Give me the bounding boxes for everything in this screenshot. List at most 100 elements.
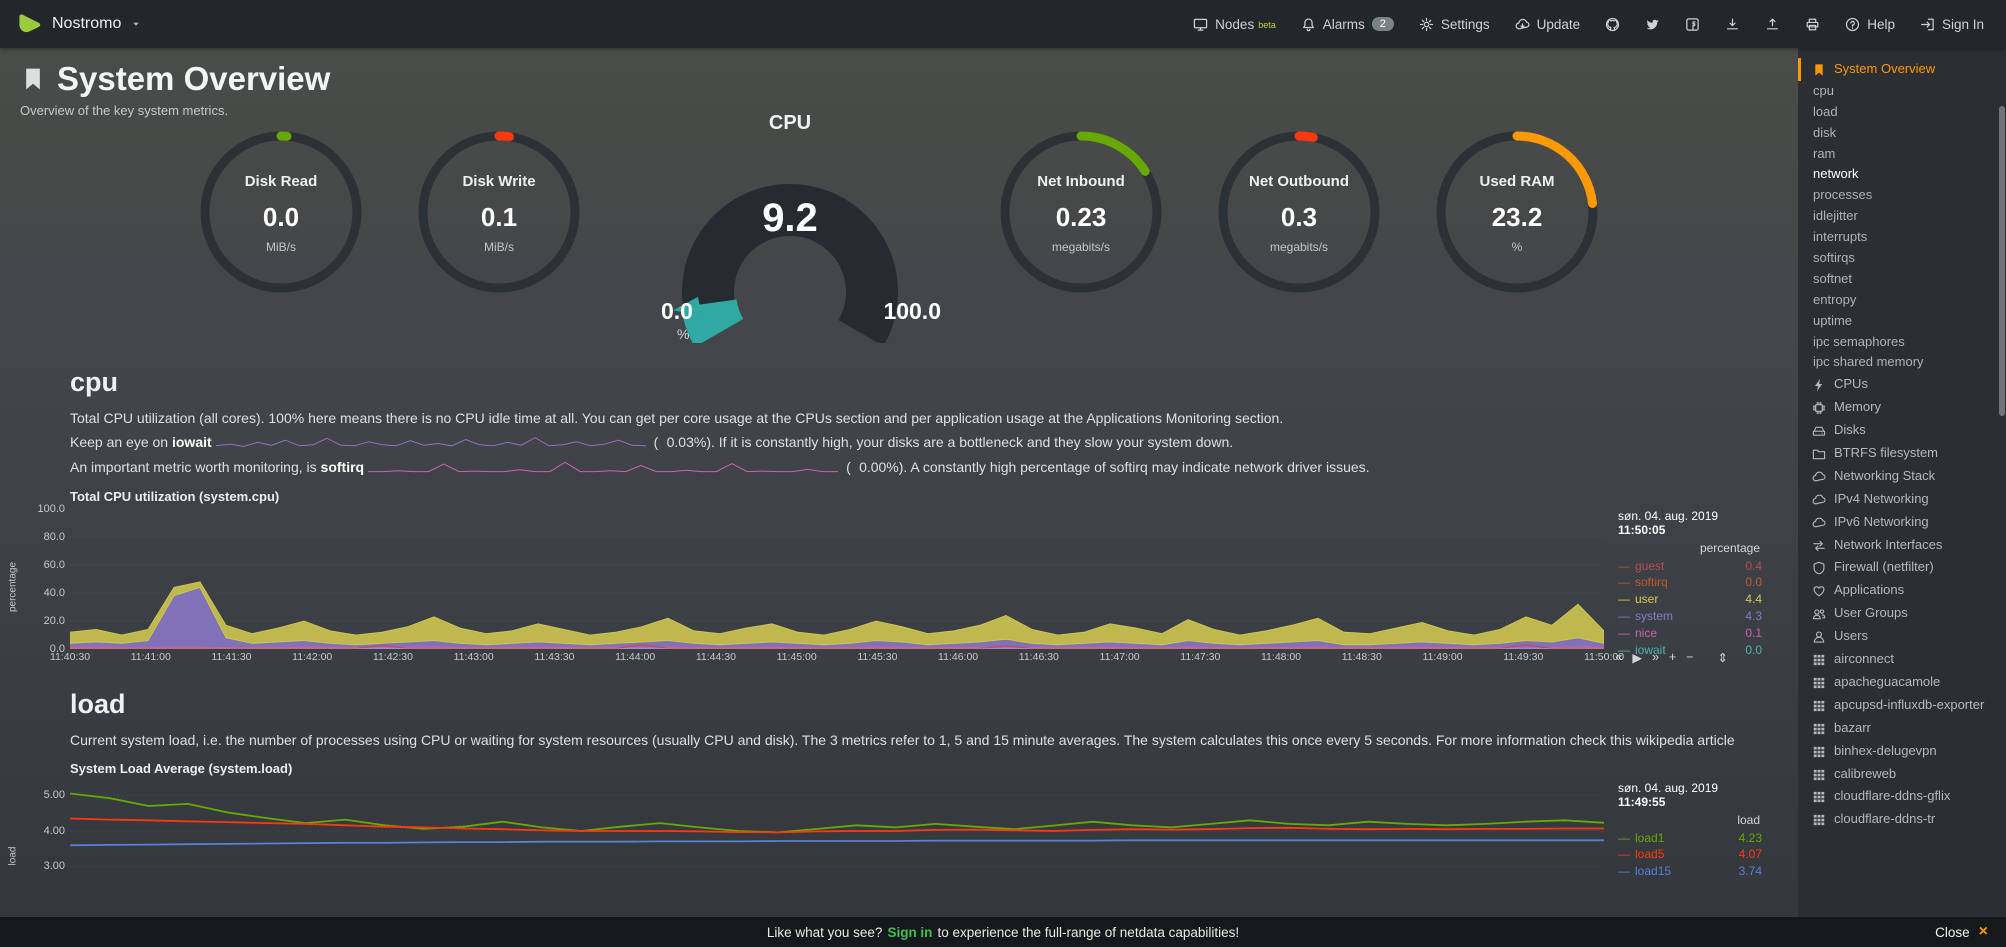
sidebar-item-disks[interactable]: Disks <box>1812 419 2000 442</box>
twitter-icon <box>1646 19 1659 29</box>
sidebar-item-user-groups[interactable]: User Groups <box>1812 602 2000 625</box>
nav-item-help[interactable]: Help <box>1845 17 1895 32</box>
sidebar-item-networking-stack[interactable]: Networking Stack <box>1812 465 2000 488</box>
sidebar-item-interrupts[interactable]: interrupts <box>1812 227 2000 248</box>
play-button[interactable]: ▶ <box>1632 650 1642 665</box>
cpu-section: cpu Total CPU utilization (all cores). 1… <box>0 367 1798 665</box>
sidebar-item-processes[interactable]: processes <box>1812 185 2000 206</box>
x-tick-label: 11:45:30 <box>857 650 898 663</box>
sidebar-item-load[interactable]: load <box>1812 102 2000 123</box>
sidebar-item-softnet[interactable]: softnet <box>1812 269 2000 290</box>
sidebar-item-airconnect[interactable]: airconnect <box>1812 648 2000 671</box>
legend-name: nice <box>1635 625 1658 640</box>
sidebar-item-users[interactable]: Users <box>1812 625 2000 648</box>
legend-value: 0.0 <box>1745 575 1762 590</box>
legend-row-user[interactable]: — user 4.4 <box>1618 591 1762 608</box>
chart-canvas[interactable] <box>70 508 1604 649</box>
banner-close-button[interactable]: Close × <box>1935 923 1988 941</box>
gauge-unit: megabits/s <box>1051 240 1111 254</box>
sidebar-item-firewall-netfilter[interactable]: Firewall (netfilter) <box>1812 556 2000 579</box>
sidebar-item-ipv4-networking[interactable]: IPv4 Networking <box>1812 488 2000 511</box>
gauge-max: 100.0 <box>883 298 941 324</box>
y-axis: 5.00 4.00 3.00 <box>26 781 70 931</box>
zoom-in-button[interactable]: + <box>1668 649 1677 664</box>
resize-button[interactable]: ⇕ <box>1717 650 1728 665</box>
legend-date: søn. 04. aug. 2019 <box>1618 508 1719 523</box>
sidebar-item-bazarr[interactable]: bazarr <box>1812 717 2000 740</box>
sidebar-item-uptime[interactable]: uptime <box>1812 311 2000 332</box>
cloud-icon <box>1812 494 1826 505</box>
sidebar-item-entropy[interactable]: entropy <box>1812 290 2000 311</box>
softirq-text: An important metric worth monitoring, is <box>70 458 317 475</box>
sidebar-item-cloudflare-ddns-gflix[interactable]: cloudflare-ddns-gflix <box>1812 785 2000 808</box>
sidebar-item-cloudflare-ddns-tr[interactable]: cloudflare-ddns-tr <box>1812 808 2000 831</box>
sidebar-item-cpus[interactable]: CPUs <box>1812 373 2000 396</box>
nav-item-update[interactable]: Update <box>1515 17 1580 32</box>
legend-row-softirq[interactable]: — softirq 0.0 <box>1618 574 1762 591</box>
cpu-iowait-line: Keep an eye on iowait(0.03%). If it is c… <box>70 432 1738 454</box>
legend-row-load15[interactable]: — load15 3.74 <box>1618 863 1762 880</box>
gauge-disk-write: Disk Write 0.1 MiB/s <box>413 126 585 298</box>
sidebar-item-binhex-delugevpn[interactable]: binhex-delugevpn <box>1812 740 2000 763</box>
iowait-sparkline <box>215 435 646 451</box>
legend-swatch: — <box>1618 847 1630 862</box>
sidebar-item-ram[interactable]: ram <box>1812 144 2000 165</box>
nav-item-print[interactable] <box>1805 17 1820 32</box>
sidebar-item-ipv6-networking[interactable]: IPv6 Networking <box>1812 511 2000 534</box>
legend-row-load1[interactable]: — load1 4.23 <box>1618 830 1762 847</box>
sidebar-item-disk[interactable]: disk <box>1812 123 2000 144</box>
y-tick-label: 100.0 <box>37 502 65 515</box>
nav-label: Alarms <box>1322 16 1365 32</box>
legend-row-guest[interactable]: — guest 0.4 <box>1618 558 1762 575</box>
nav-item-upload[interactable] <box>1765 17 1780 32</box>
node-brand[interactable]: Nostromo <box>16 11 142 38</box>
chart-plot-area[interactable] <box>70 781 1604 931</box>
backward-button[interactable]: « <box>1615 649 1623 664</box>
sidebar-item-network-interfaces[interactable]: Network Interfaces <box>1812 534 2000 557</box>
sidebar-item-label: IPv6 Networking <box>1834 513 1929 529</box>
legend-swatch: — <box>1618 608 1630 623</box>
chip-icon <box>1812 402 1826 415</box>
iowait-text: Keep an eye on <box>70 434 169 450</box>
sidebar-item-network[interactable]: network <box>1812 164 2000 185</box>
nav-item-alarms[interactable]: Alarms 2 <box>1301 17 1394 32</box>
legend-swatch: — <box>1618 592 1630 607</box>
y-tick-label: 20.0 <box>43 614 65 627</box>
pie-ring <box>418 131 580 293</box>
sidebar-item-apcupsd-influxdb-exporter[interactable]: apcupsd-influxdb-exporter <box>1812 694 2000 717</box>
sidebar-scrollbar-thumb[interactable] <box>1999 106 2005 416</box>
sidebar-item-label: disk <box>1813 124 1837 140</box>
legend-row-iowait[interactable]: — iowait 0.0 <box>1618 642 1762 659</box>
sidebar-item-ipc-semaphores[interactable]: ipc semaphores <box>1812 332 2000 353</box>
sidebar-item-applications[interactable]: Applications <box>1812 579 2000 602</box>
forward-button[interactable]: » <box>1651 649 1659 664</box>
chart-canvas[interactable] <box>70 781 1604 931</box>
gauge-unit: MiB/s <box>484 240 514 254</box>
sidebar-item-ipc-shared-memory[interactable]: ipc shared memory <box>1812 352 2000 373</box>
sidebar-item-btrfs-filesystem[interactable]: BTRFS filesystem <box>1812 442 2000 465</box>
sidebar-item-cpu[interactable]: cpu <box>1812 81 2000 102</box>
sidebar-item-calibreweb[interactable]: calibreweb <box>1812 763 2000 786</box>
zoom-out-button[interactable]: − <box>1686 649 1694 664</box>
x-tick-label: 11:41:30 <box>211 650 252 663</box>
sidebar-item-softirqs[interactable]: softirqs <box>1812 248 2000 269</box>
legend-row-load5[interactable]: — load5 4.07 <box>1618 846 1762 863</box>
nav-item-settings[interactable]: Settings <box>1419 17 1490 32</box>
x-tick-label: 11:47:00 <box>1099 650 1140 663</box>
nav-item-facebook[interactable] <box>1685 17 1700 32</box>
nav-item-signin[interactable]: Sign In <box>1920 17 1984 32</box>
chart-plot-area[interactable]: 11:40:30 11:41:00 11:41:30 11:42:00 11:42:30… <box>50 508 1624 665</box>
nav-item-twitter[interactable] <box>1645 17 1660 32</box>
signin-link[interactable]: Sign in <box>887 924 933 940</box>
nav-item-nodes[interactable]: Nodes beta <box>1193 17 1276 32</box>
legend-row-nice[interactable]: — nice 0.1 <box>1618 625 1762 642</box>
nav-item-github[interactable] <box>1605 17 1620 32</box>
sidebar-item-memory[interactable]: Memory <box>1812 396 2000 419</box>
softirq-sparkline <box>368 460 839 476</box>
nav-item-download[interactable] <box>1725 17 1740 32</box>
sidebar-item-system-overview[interactable]: System Overview <box>1798 58 2000 81</box>
legend-row-system[interactable]: — system 4.3 <box>1618 608 1762 625</box>
grid-icon <box>1813 769 1825 780</box>
sidebar-item-apacheguacamole[interactable]: apacheguacamole <box>1812 671 2000 694</box>
sidebar-item-idlejitter[interactable]: idlejitter <box>1812 206 2000 227</box>
